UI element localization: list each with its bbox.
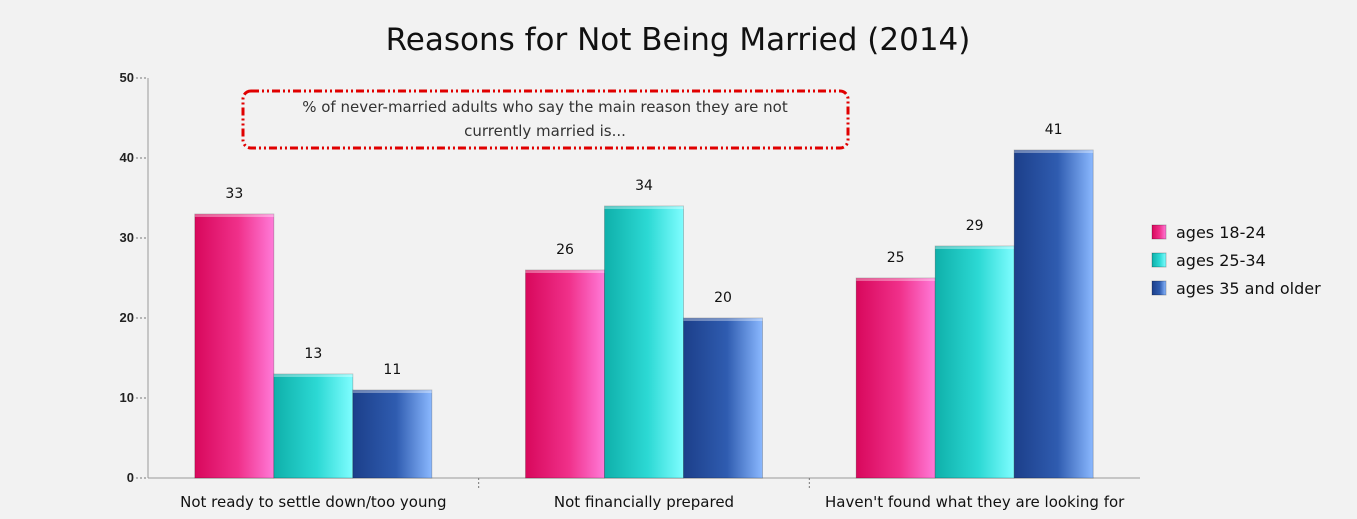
annotation-border (241, 89, 850, 150)
bar[interactable] (273, 373, 354, 479)
bar[interactable] (604, 205, 684, 479)
bar-value-label: 34 (635, 178, 653, 194)
bar[interactable] (194, 213, 275, 479)
y-tick-label: 30 (120, 230, 134, 245)
bar-value-label: 33 (225, 186, 243, 202)
bars: 33 13 11 26 34 20 25 29 41 (194, 122, 1094, 479)
bar[interactable] (683, 317, 763, 479)
y-tick-label: 50 (120, 70, 134, 85)
legend-swatch (1151, 252, 1167, 268)
bar-top-highlight (194, 214, 274, 217)
y-tick-label: 10 (120, 390, 134, 405)
legend-label: ages 18-24 (1176, 223, 1266, 242)
legend-item[interactable]: ages 35 and older (1151, 279, 1321, 298)
bar-value-label: 20 (714, 290, 732, 306)
annotation-line-2: currently married is... (464, 122, 626, 140)
legend-label: ages 35 and older (1176, 279, 1321, 298)
chart-title: Reasons for Not Being Married (2014) (386, 22, 971, 58)
bar[interactable] (1013, 149, 1094, 479)
y-tick-label: 40 (120, 150, 134, 165)
annotation-line-1: % of never-married adults who say the ma… (302, 98, 788, 116)
legend-item[interactable]: ages 18-24 (1151, 223, 1266, 242)
bar-top-highlight (352, 390, 432, 393)
bar[interactable] (525, 269, 605, 479)
bar-top-highlight (935, 246, 1015, 249)
legend[interactable]: ages 18-24 ages 25-34 ages 35 and older (1151, 223, 1321, 298)
legend-item[interactable]: ages 25-34 (1151, 251, 1266, 270)
bar[interactable] (934, 245, 1015, 479)
bar-value-label: 26 (556, 242, 574, 258)
annotation-box: % of never-married adults who say the ma… (241, 89, 850, 150)
bar-top-highlight (683, 318, 763, 321)
bar-top-highlight (604, 206, 684, 209)
bar-top-highlight (273, 374, 353, 377)
bar-top-highlight (856, 278, 936, 281)
bar-value-label: 13 (304, 346, 322, 362)
legend-swatch (1151, 280, 1167, 296)
bar[interactable] (855, 277, 936, 479)
bar-value-label: 41 (1045, 122, 1063, 138)
bar-value-label: 29 (966, 218, 984, 234)
bar-top-highlight (1014, 150, 1094, 153)
y-tick-label: 20 (120, 310, 134, 325)
y-tick-label: 0 (127, 470, 134, 485)
bar-value-label: 25 (887, 250, 905, 266)
bar[interactable] (352, 389, 433, 479)
bar-value-label: 11 (383, 362, 401, 378)
legend-swatch (1151, 224, 1167, 240)
legend-label: ages 25-34 (1176, 251, 1266, 270)
category-label: Haven't found what they are looking for (825, 493, 1125, 511)
category-label: Not financially prepared (554, 493, 734, 511)
bar-top-highlight (525, 270, 605, 273)
category-label: Not ready to settle down/too young (180, 493, 446, 511)
